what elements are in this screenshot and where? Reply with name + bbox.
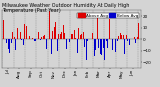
- Bar: [19, 39, 20, 44]
- Legend: Above Avg, Below Avg: Above Avg, Below Avg: [77, 13, 139, 18]
- Bar: [29, 36, 30, 39]
- Bar: [94, 39, 95, 56]
- Bar: [54, 27, 55, 39]
- Bar: [96, 39, 97, 57]
- Bar: [35, 39, 36, 41]
- Bar: [129, 39, 130, 45]
- Bar: [115, 39, 116, 52]
- Bar: [46, 39, 47, 49]
- Bar: [12, 32, 13, 39]
- Bar: [121, 35, 122, 39]
- Bar: [98, 39, 99, 48]
- Bar: [3, 20, 4, 39]
- Bar: [23, 39, 24, 45]
- Bar: [64, 33, 65, 39]
- Bar: [138, 23, 139, 39]
- Bar: [106, 39, 107, 41]
- Bar: [75, 38, 76, 39]
- Bar: [126, 35, 127, 39]
- Bar: [117, 39, 118, 41]
- Bar: [21, 39, 22, 40]
- Bar: [51, 39, 52, 54]
- Bar: [24, 24, 25, 39]
- Bar: [58, 34, 59, 39]
- Bar: [101, 39, 102, 55]
- Bar: [112, 39, 113, 50]
- Bar: [14, 37, 15, 39]
- Bar: [61, 32, 62, 39]
- Bar: [109, 19, 110, 39]
- Bar: [74, 30, 75, 39]
- Bar: [72, 34, 73, 39]
- Bar: [17, 28, 18, 39]
- Bar: [20, 32, 21, 39]
- Bar: [81, 34, 82, 39]
- Bar: [43, 36, 44, 39]
- Bar: [92, 33, 93, 39]
- Bar: [63, 25, 64, 39]
- Bar: [104, 39, 105, 60]
- Bar: [123, 35, 124, 39]
- Bar: [40, 39, 41, 40]
- Bar: [97, 18, 98, 39]
- Bar: [76, 38, 77, 39]
- Bar: [44, 35, 45, 39]
- Bar: [118, 36, 119, 39]
- Bar: [11, 39, 12, 43]
- Bar: [32, 38, 33, 39]
- Bar: [116, 36, 117, 39]
- Bar: [66, 39, 67, 49]
- Bar: [78, 28, 79, 39]
- Bar: [111, 39, 112, 50]
- Bar: [55, 22, 56, 39]
- Bar: [26, 26, 27, 39]
- Text: Milwaukee Weather Outdoor Humidity At Daily High Temperature (Past Year): Milwaukee Weather Outdoor Humidity At Da…: [2, 3, 129, 13]
- Bar: [69, 39, 70, 42]
- Bar: [57, 39, 58, 51]
- Bar: [83, 32, 84, 39]
- Bar: [134, 37, 135, 39]
- Bar: [6, 39, 7, 43]
- Bar: [34, 39, 35, 41]
- Bar: [4, 20, 5, 39]
- Bar: [133, 39, 134, 49]
- Bar: [86, 39, 87, 60]
- Bar: [103, 39, 104, 48]
- Bar: [60, 34, 61, 39]
- Bar: [136, 39, 137, 41]
- Bar: [38, 32, 39, 39]
- Bar: [124, 39, 125, 54]
- Bar: [49, 11, 50, 39]
- Bar: [84, 39, 85, 47]
- Bar: [135, 39, 136, 43]
- Bar: [91, 39, 92, 65]
- Bar: [77, 39, 78, 53]
- Bar: [71, 34, 72, 39]
- Bar: [52, 31, 53, 39]
- Bar: [9, 39, 10, 53]
- Bar: [41, 37, 42, 39]
- Bar: [95, 39, 96, 50]
